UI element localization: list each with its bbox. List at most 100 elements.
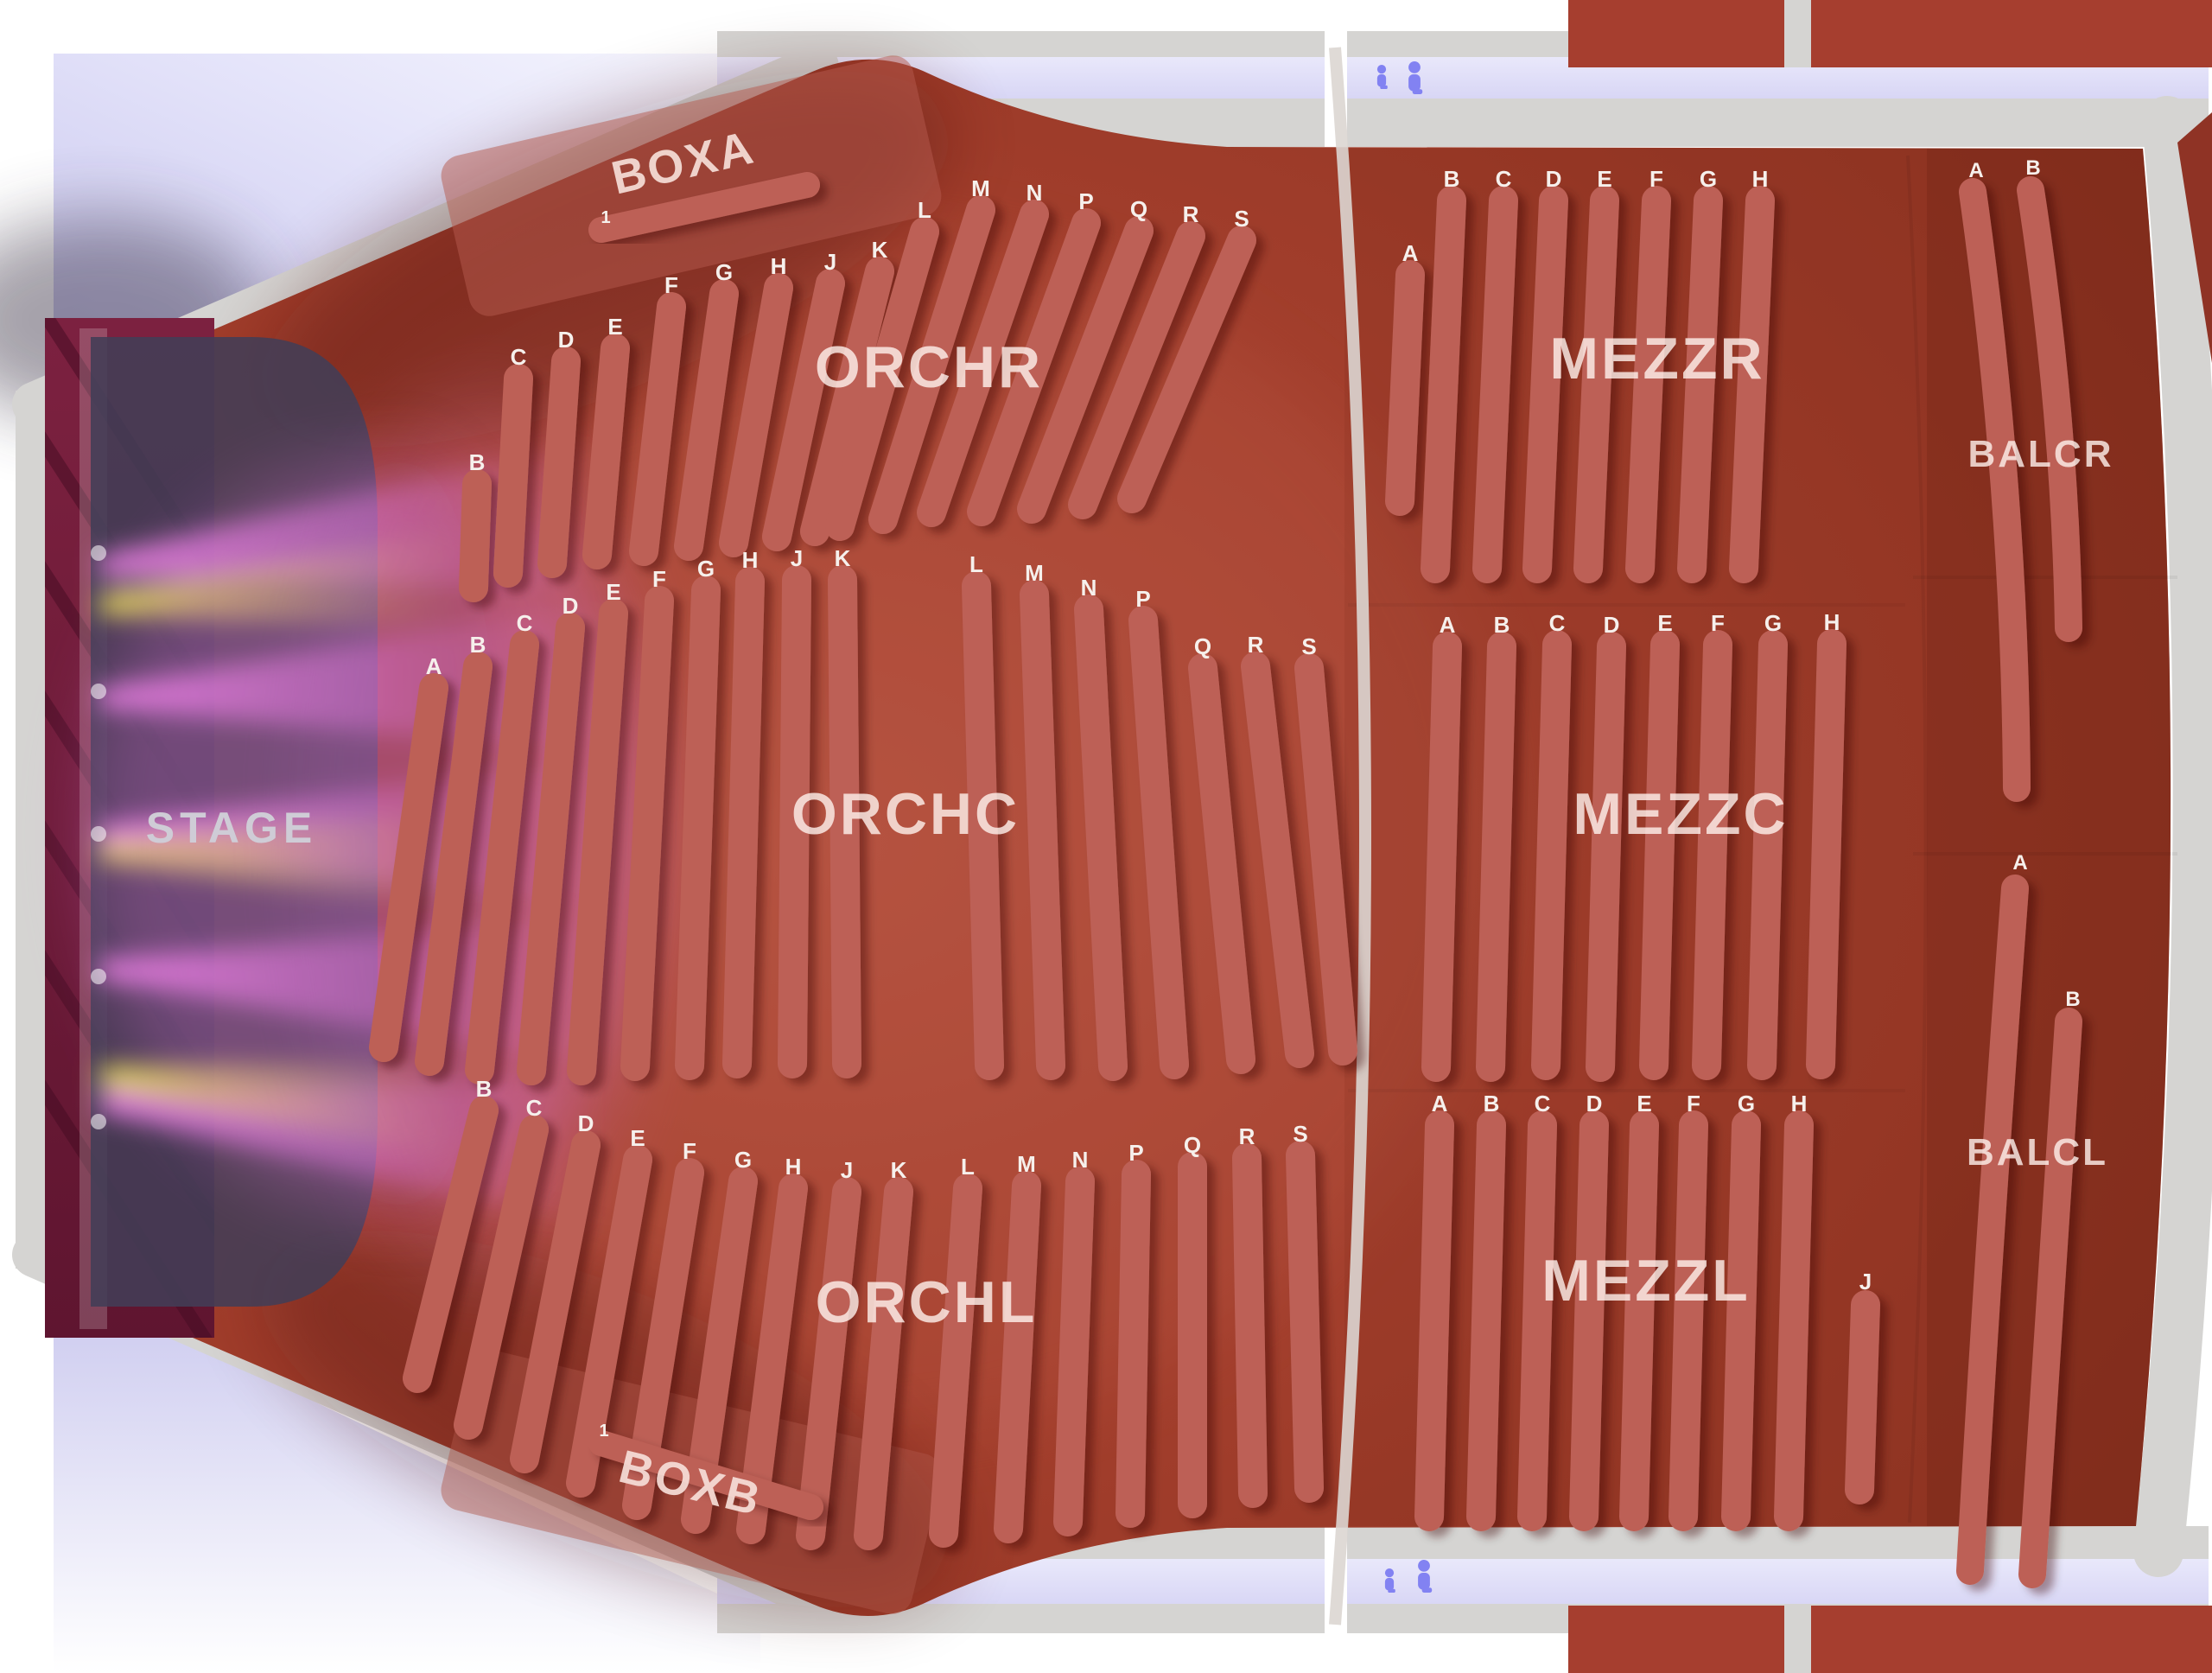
- section-mezzc[interactable]: A B C D E F G H: [1421, 609, 1847, 1082]
- seat-row-mezzl-a[interactable]: [1414, 1110, 1454, 1531]
- accessible-seating-icon[interactable]: [1418, 1560, 1433, 1593]
- seat-row-mezzl-j[interactable]: [1845, 1290, 1880, 1504]
- seat-row-mezzr-a[interactable]: [1385, 260, 1425, 516]
- seat-row-orchr-s[interactable]: [1117, 226, 1256, 513]
- seat-row-orchr-n[interactable]: [917, 200, 1049, 527]
- seat-row-mezzl-b[interactable]: [1466, 1110, 1506, 1531]
- seat-row-orchl-h[interactable]: [736, 1174, 808, 1544]
- seat-row-orchr-p[interactable]: [967, 208, 1101, 526]
- seat-row-orchr-h[interactable]: [719, 273, 793, 557]
- section-mezzr[interactable]: A B C D E F G H: [1385, 166, 1775, 583]
- seat-row-mezzl-e[interactable]: [1619, 1110, 1659, 1531]
- seat-row-orchc-a[interactable]: [369, 673, 448, 1062]
- section-balcl[interactable]: AB: [1956, 851, 2082, 1588]
- accessible-seating-icon[interactable]: [1376, 65, 1388, 90]
- seat-row-balcl-b[interactable]: [2018, 1008, 2082, 1588]
- seat-row-orchl-e[interactable]: [566, 1145, 652, 1498]
- seat-row-orchr-k[interactable]: [800, 257, 894, 546]
- seat-row-mezzc-h[interactable]: [1806, 629, 1847, 1079]
- seat-row-orchr-d[interactable]: [537, 347, 581, 578]
- seat-row-mezzr-g[interactable]: [1677, 186, 1723, 583]
- seat-row-mezzc-b[interactable]: [1476, 632, 1516, 1082]
- seat-row-orchr-l[interactable]: [825, 217, 939, 541]
- seat-row-orchc-f[interactable]: [620, 586, 674, 1081]
- seat-row-orchr-r[interactable]: [1068, 221, 1205, 519]
- seat-row-mezzr-c[interactable]: [1472, 186, 1518, 583]
- seat-row-orchr-g[interactable]: [674, 279, 739, 561]
- seat-row-orchl-m[interactable]: [994, 1171, 1041, 1543]
- seat-row-mezzc-d[interactable]: [1586, 632, 1626, 1082]
- row-letter-orchc-q: Q: [1194, 633, 1211, 659]
- seat-row-orchr-m[interactable]: [868, 195, 995, 534]
- seat-row-orchc-b[interactable]: [415, 652, 493, 1076]
- section-label-mezzc: MEZZC: [1573, 781, 1788, 847]
- seat-row-orchc-q[interactable]: [1188, 653, 1255, 1074]
- seat-row-orchl-p[interactable]: [1116, 1160, 1151, 1528]
- seat-row-orchc-r[interactable]: [1241, 652, 1314, 1068]
- seat-row-mezzc-g[interactable]: [1747, 630, 1788, 1080]
- section-orchr[interactable]: B C D E F G H J K L M N P Q R S: [459, 175, 1256, 602]
- seat-row-orchr-c[interactable]: [493, 364, 533, 588]
- seat-row-orchl-k[interactable]: [854, 1177, 913, 1550]
- seat-row-boxb-1[interactable]: [588, 1430, 823, 1520]
- seat-row-orchr-e[interactable]: [582, 334, 630, 569]
- seat-row-orchl-s[interactable]: [1286, 1141, 1324, 1503]
- seat-row-orchc-k[interactable]: [828, 565, 861, 1078]
- seat-row-mezzl-h[interactable]: [1774, 1110, 1814, 1531]
- row-letter-orchr-f: F: [664, 272, 678, 298]
- seat-row-orchl-b[interactable]: [403, 1096, 499, 1393]
- seat-row-mezzl-d[interactable]: [1569, 1110, 1609, 1531]
- seat-row-orchc-d[interactable]: [517, 613, 585, 1085]
- row-letter-orchc-j: J: [791, 545, 803, 571]
- seat-row-mezzr-e[interactable]: [1573, 186, 1619, 583]
- section-boxa[interactable]: 1: [588, 172, 820, 243]
- row-letter-orchr-m: M: [971, 175, 990, 201]
- section-boxb[interactable]: 1: [588, 1422, 823, 1520]
- seat-row-orchl-c[interactable]: [454, 1115, 549, 1440]
- seat-row-balcl-a[interactable]: [1956, 875, 2029, 1585]
- seat-row-mezzc-f[interactable]: [1692, 630, 1732, 1080]
- seat-row-orchl-l[interactable]: [929, 1174, 982, 1548]
- seat-row-balcr-a[interactable]: [1959, 178, 2031, 802]
- seat-row-orchc-n[interactable]: [1074, 595, 1128, 1081]
- seat-row-orchc-m[interactable]: [1020, 580, 1065, 1080]
- section-orchc[interactable]: A B C D E F G H J K L M N P Q R S: [369, 545, 1357, 1085]
- seat-row-mezzl-g[interactable]: [1721, 1110, 1761, 1531]
- seat-row-mezzc-c[interactable]: [1531, 630, 1572, 1080]
- seat-row-orchc-c[interactable]: [465, 630, 539, 1085]
- section-orchl[interactable]: B C D E F G H J K L M N P Q R S: [403, 1076, 1324, 1550]
- seat-row-orchl-j[interactable]: [796, 1177, 861, 1550]
- seat-row-mezzr-d[interactable]: [1522, 186, 1568, 583]
- seat-row-orchl-n[interactable]: [1053, 1167, 1095, 1536]
- accessible-seating-icon[interactable]: [1384, 1568, 1395, 1593]
- seat-row-mezzr-b[interactable]: [1421, 186, 1466, 583]
- seat-row-orchc-p[interactable]: [1128, 606, 1189, 1079]
- row-letter-orchr-l: L: [918, 197, 931, 223]
- seat-row-orchl-r[interactable]: [1232, 1143, 1268, 1508]
- seat-row-orchc-j[interactable]: [778, 565, 811, 1078]
- seat-row-mezzc-a[interactable]: [1421, 632, 1462, 1082]
- stage-label: STAGE: [146, 804, 318, 852]
- seat-row-orchc-g[interactable]: [675, 576, 721, 1080]
- seat-row-orchr-b[interactable]: [459, 469, 492, 602]
- seat-row-orchr-q[interactable]: [1017, 216, 1154, 524]
- seat-row-balcr-b[interactable]: [2017, 176, 2082, 642]
- seat-row-mezzr-f[interactable]: [1625, 186, 1671, 583]
- seat-row-boxa-1[interactable]: [588, 172, 820, 243]
- seat-row-orchc-s[interactable]: [1294, 653, 1357, 1066]
- seat-row-orchc-h[interactable]: [722, 567, 765, 1078]
- section-mezzl[interactable]: A B C D E F G H J: [1414, 1091, 1880, 1531]
- seat-row-mezzl-c[interactable]: [1517, 1110, 1557, 1531]
- seat-row-mezzc-e[interactable]: [1639, 630, 1680, 1080]
- seat-row-mezzl-f[interactable]: [1669, 1110, 1708, 1531]
- seat-row-orchc-e[interactable]: [567, 599, 628, 1085]
- seat-row-orchc-l[interactable]: [962, 571, 1004, 1080]
- seat-row-orchl-d[interactable]: [510, 1130, 601, 1473]
- accessible-seating-icon[interactable]: [1408, 61, 1423, 94]
- seat-row-orchr-j[interactable]: [762, 269, 845, 551]
- seat-row-mezzr-h[interactable]: [1729, 186, 1775, 583]
- row-letter-mezzc-c: C: [1549, 610, 1566, 636]
- row-letter-orchl-r: R: [1239, 1123, 1255, 1149]
- seat-row-orchr-f[interactable]: [629, 292, 686, 566]
